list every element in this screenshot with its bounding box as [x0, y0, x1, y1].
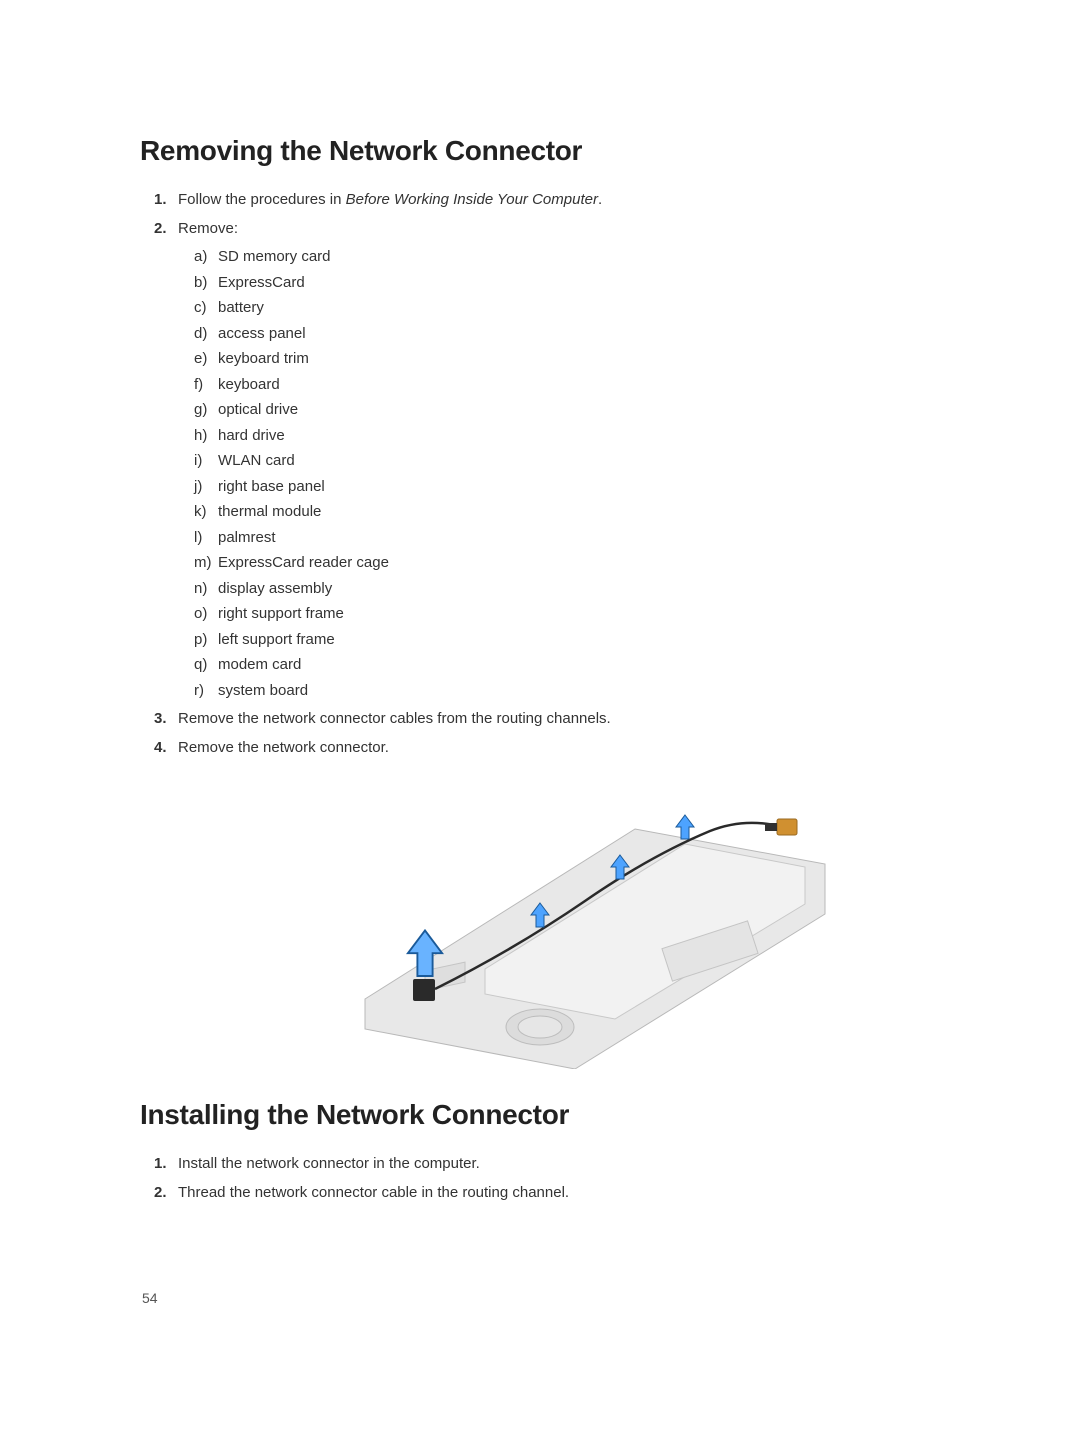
sub-list-item: c)battery	[194, 297, 940, 320]
sub-list-item: g)optical drive	[194, 399, 940, 422]
sub-list-item: r)system board	[194, 680, 940, 703]
document-page: Removing the Network Connector Follow th…	[0, 0, 1080, 1204]
sub-list-item: m)ExpressCard reader cage	[194, 552, 940, 575]
step-2-text: Remove:	[178, 220, 238, 237]
sub-list-item: d)access panel	[194, 323, 940, 346]
sub-item-letter: n)	[194, 578, 214, 601]
sub-item-text: battery	[218, 299, 264, 316]
step-1-prefix: Follow the procedures in	[178, 191, 346, 208]
sub-list-item: o)right support frame	[194, 603, 940, 626]
sub-item-text: access panel	[218, 325, 306, 342]
page-number: 54	[142, 1290, 158, 1306]
step-1-italic: Before Working Inside Your Computer	[346, 191, 598, 208]
step-4-text: Remove the network connector.	[178, 739, 389, 756]
step-1: Follow the procedures in Before Working …	[158, 189, 940, 212]
sub-item-letter: k)	[194, 501, 214, 524]
sub-list-item: b)ExpressCard	[194, 272, 940, 295]
step-1-suffix: .	[598, 191, 602, 208]
sub-list-item: k)thermal module	[194, 501, 940, 524]
remove-sub-list: a)SD memory cardb)ExpressCardc)batteryd)…	[178, 246, 940, 702]
sub-item-text: right support frame	[218, 605, 344, 622]
lift-arrow-icon	[676, 815, 694, 839]
sub-item-letter: f)	[194, 374, 214, 397]
sub-item-letter: l)	[194, 527, 214, 550]
sub-list-item: j)right base panel	[194, 476, 940, 499]
sub-list-item: n)display assembly	[194, 578, 940, 601]
removing-steps-list: Follow the procedures in Before Working …	[140, 189, 940, 759]
sub-item-text: optical drive	[218, 401, 298, 418]
install-step-2: Thread the network connector cable in th…	[158, 1182, 940, 1205]
sub-list-item: q)modem card	[194, 654, 940, 677]
sub-item-text: right base panel	[218, 478, 325, 495]
sub-list-item: a)SD memory card	[194, 246, 940, 269]
sub-item-text: ExpressCard reader cage	[218, 554, 389, 571]
sub-item-letter: o)	[194, 603, 214, 626]
sub-list-item: p)left support frame	[194, 629, 940, 652]
step-3: Remove the network connector cables from…	[158, 708, 940, 731]
sub-item-letter: p)	[194, 629, 214, 652]
figure-svg	[315, 769, 835, 1069]
install-step-1-text: Install the network connector in the com…	[178, 1155, 480, 1172]
sub-list-item: e)keyboard trim	[194, 348, 940, 371]
network-connector-end	[765, 819, 797, 835]
install-step-2-text: Thread the network connector cable in th…	[178, 1184, 569, 1201]
sub-item-text: keyboard	[218, 376, 280, 393]
sub-list-item: h)hard drive	[194, 425, 940, 448]
sub-item-letter: r)	[194, 680, 214, 703]
step-2: Remove: a)SD memory cardb)ExpressCardc)b…	[158, 218, 940, 703]
sub-item-letter: j)	[194, 476, 214, 499]
sub-item-letter: q)	[194, 654, 214, 677]
sub-list-item: i)WLAN card	[194, 450, 940, 473]
sub-item-text: SD memory card	[218, 248, 331, 265]
sub-item-letter: i)	[194, 450, 214, 473]
sub-item-text: keyboard trim	[218, 350, 309, 367]
sub-item-text: left support frame	[218, 631, 335, 648]
sub-item-letter: a)	[194, 246, 214, 269]
sub-item-text: palmrest	[218, 529, 276, 546]
sub-item-letter: c)	[194, 297, 214, 320]
sub-item-text: modem card	[218, 656, 301, 673]
sub-list-item: f)keyboard	[194, 374, 940, 397]
step-3-text: Remove the network connector cables from…	[178, 710, 611, 727]
left-connector-block	[413, 979, 435, 1001]
sub-item-text: WLAN card	[218, 452, 295, 469]
section-heading-installing: Installing the Network Connector	[140, 1099, 940, 1131]
sub-item-letter: g)	[194, 399, 214, 422]
sub-item-letter: d)	[194, 323, 214, 346]
sub-list-item: l)palmrest	[194, 527, 940, 550]
sub-item-text: thermal module	[218, 503, 321, 520]
step-4: Remove the network connector.	[158, 737, 940, 760]
figure-network-connector	[315, 769, 835, 1069]
sub-item-letter: b)	[194, 272, 214, 295]
sub-item-text: system board	[218, 682, 308, 699]
sub-item-text: display assembly	[218, 580, 332, 597]
install-step-1: Install the network connector in the com…	[158, 1153, 940, 1176]
installing-steps-list: Install the network connector in the com…	[140, 1153, 940, 1204]
section-heading-removing: Removing the Network Connector	[140, 135, 940, 167]
sub-item-text: ExpressCard	[218, 274, 305, 291]
sub-item-letter: h)	[194, 425, 214, 448]
sub-item-letter: e)	[194, 348, 214, 371]
sub-item-letter: m)	[194, 552, 214, 575]
sub-item-text: hard drive	[218, 427, 285, 444]
